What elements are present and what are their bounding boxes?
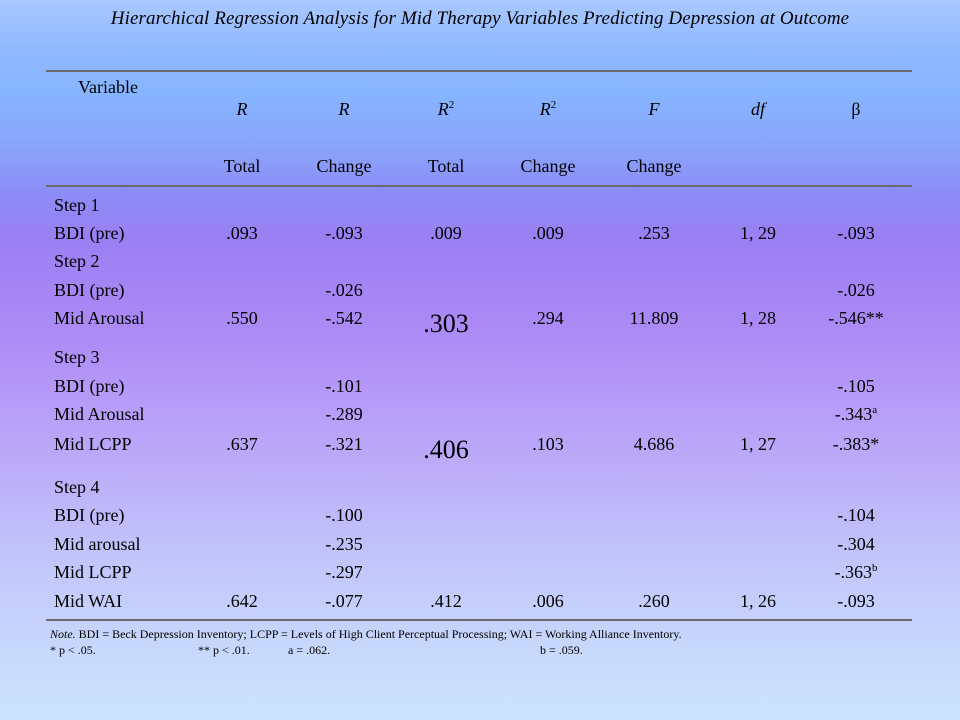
table-row-step4-lcpp-r-change: -.297: [325, 562, 363, 582]
step3-label: Step 3: [54, 347, 100, 367]
table-row-step3-arousal-variable: Mid Arousal: [54, 404, 145, 424]
note-sig2: ** p < .01.: [198, 643, 250, 657]
header-r-change: R: [338, 99, 350, 119]
header-r2-change: R2: [506, 98, 590, 120]
note-prefix: Note.: [50, 627, 76, 641]
table-row-step1-bdi-r-change: -.093: [325, 223, 363, 243]
table-row-step1-bdi-r-total: .093: [226, 223, 258, 243]
header-df: df: [750, 99, 765, 119]
table-note-line1: Note. BDI = Beck Depression Inventory; L…: [50, 627, 682, 642]
step1-label: Step 1: [54, 195, 100, 215]
table-row-step1-bdi-df: 1, 29: [740, 223, 776, 243]
table-row-step4-lcpp-beta-value: -.363: [834, 562, 873, 582]
table-title: Hierarchical Regression Analysis for Mid…: [110, 8, 850, 29]
table-row-step3-bdi-r-change: -.101: [325, 376, 363, 396]
table-row-step3-arousal-beta-value: -.343: [834, 404, 873, 424]
table-row-step2-arousal-beta: -.546**: [828, 308, 884, 328]
table-row-step2-arousal-f-change: 11.809: [629, 308, 679, 328]
table-row-step2-bdi-variable: BDI (pre): [54, 280, 125, 300]
header-r-total-sub: Total: [223, 156, 261, 176]
note-text: BDI = Beck Depression Inventory; LCPP = …: [75, 627, 682, 641]
table-row-step3-lcpp-f-change: 4.686: [633, 434, 675, 454]
table-row-step4-bdi-beta: -.104: [837, 505, 875, 525]
header-r-change-sub: Change: [316, 156, 372, 176]
table-row-step2-arousal-r-total: .550: [226, 308, 258, 328]
step2-label: Step 2: [54, 251, 100, 271]
header-beta: β: [851, 99, 861, 119]
table-row-step2-arousal-variable: Mid Arousal: [54, 308, 145, 328]
note-a: a = .062.: [288, 643, 331, 657]
table-row-step4-arousal-beta: -.304: [837, 534, 875, 554]
table-row-step3-lcpp-r-change: -.321: [325, 434, 363, 454]
table-row-step3-lcpp-df: 1, 27: [740, 434, 776, 454]
table-row-step4-bdi-r-change: -.100: [325, 505, 363, 525]
table-row-step4-wai-df: 1, 26: [740, 591, 776, 611]
table-row-step3-arousal-beta-sup: a: [872, 404, 878, 416]
header-r2-total-sub: Total: [427, 156, 465, 176]
table-row-step1-bdi-f-change: .253: [638, 223, 670, 243]
header-f-change-sub: Change: [626, 156, 682, 176]
table-row-step2-arousal-r-change: -.542: [325, 308, 363, 328]
table-row-step2-bdi-r-change: -.026: [325, 280, 363, 300]
table-row-step2-arousal-r2-change: .294: [532, 308, 564, 328]
header-r2-change-sup: 2: [550, 99, 557, 111]
table-row-step1-bdi-r2-change: .009: [532, 223, 564, 243]
header-variable: Variable: [78, 77, 138, 97]
table-row-step3-lcpp-r-total: .637: [226, 434, 258, 454]
table-row-step3-arousal-r-change: -.289: [325, 404, 363, 424]
header-r-total: R: [236, 99, 248, 119]
table-row-step1-bdi-r2-total: .009: [430, 223, 462, 243]
table-row-step4-wai-variable: Mid WAI: [54, 591, 123, 611]
table-row-step4-wai-f-change: .260: [638, 591, 670, 611]
header-r2-total: R2: [404, 98, 488, 120]
note-sig1: * p < .05.: [50, 643, 96, 657]
note-b: b = .059.: [540, 643, 583, 657]
table-row-step3-bdi-variable: BDI (pre): [54, 376, 125, 396]
table-row-step4-lcpp-beta: -.363b: [814, 561, 898, 583]
table-row-step4-wai-r2-total: .412: [430, 591, 462, 611]
table-row-step4-wai-r-change: -.077: [325, 591, 363, 611]
table-row-step1-bdi-variable: BDI (pre): [54, 223, 125, 243]
table-row-step3-bdi-beta: -.105: [837, 376, 875, 396]
header-r2-change-sub: Change: [520, 156, 576, 176]
header-r2-total-sup: 2: [448, 99, 455, 111]
header-f-change: F: [648, 99, 660, 119]
table-row-step2-arousal-df: 1, 28: [740, 308, 776, 328]
header-rule: [46, 185, 912, 187]
table-row-step2-bdi-beta: -.026: [837, 280, 875, 300]
header-r2-total-symbol: R: [437, 99, 449, 119]
table-row-step4-wai-beta: -.093: [837, 591, 875, 611]
step4-label: Step 4: [54, 477, 100, 497]
table-row-step1-bdi-beta: -.093: [837, 223, 875, 243]
step3-r2-total: .406: [423, 435, 469, 464]
table-row-step3-lcpp-beta: -.383*: [832, 434, 880, 454]
table-row-step4-arousal-variable: Mid arousal: [54, 534, 141, 554]
table-row-step4-arousal-r-change: -.235: [325, 534, 363, 554]
table-row-step3-arousal-beta: -.343a: [814, 403, 898, 425]
step2-r2-total: .303: [423, 309, 469, 338]
header-r2-change-symbol: R: [539, 99, 551, 119]
table-row-step4-lcpp-beta-sup: b: [872, 562, 878, 574]
table-row-step4-bdi-variable: BDI (pre): [54, 505, 125, 525]
table-row-step4-wai-r2-change: .006: [532, 591, 564, 611]
table-row-step4-lcpp-variable: Mid LCPP: [54, 562, 132, 582]
bottom-rule: [46, 619, 912, 621]
table-row-step4-wai-r-total: .642: [226, 591, 258, 611]
top-rule: [46, 70, 912, 72]
table-row-step3-lcpp-variable: Mid LCPP: [54, 434, 132, 454]
table-row-step3-lcpp-r2-change: .103: [532, 434, 564, 454]
